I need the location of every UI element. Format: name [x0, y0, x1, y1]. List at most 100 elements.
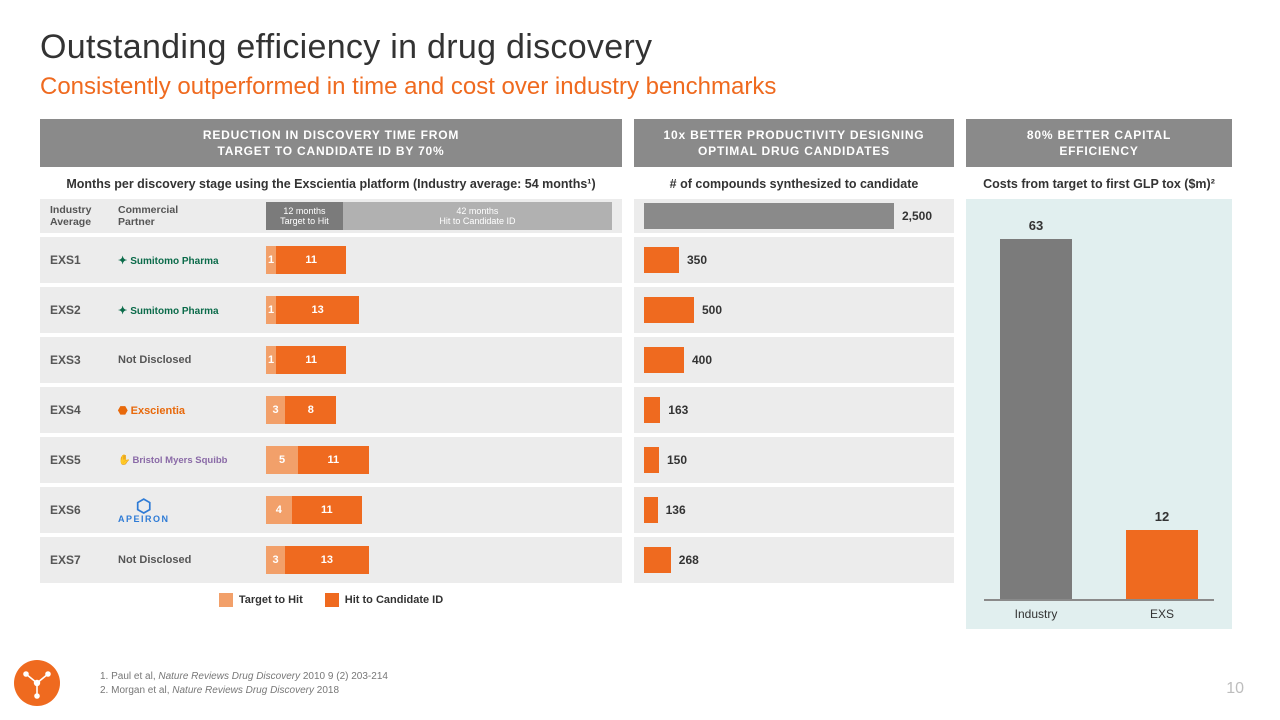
seg-hit-to-candidate: 8 [285, 396, 336, 424]
mid-industry-row: 2,500 [634, 199, 954, 233]
mid-value: 500 [702, 303, 722, 317]
right-bar-label: EXS [1118, 607, 1206, 621]
legend-label-target-to-hit: Target to Hit [239, 594, 303, 606]
corner-logo-icon [14, 660, 60, 706]
right-bar-group: 12 [1118, 509, 1206, 599]
footnote: 2. Morgan et al, Nature Reviews Drug Dis… [100, 684, 388, 698]
seg-hit-to-candidate: 11 [298, 446, 368, 474]
mid-industry-value: 2,500 [902, 209, 932, 223]
panel-left-header: REDUCTION IN DISCOVERY TIME FROMTARGET T… [40, 119, 622, 167]
footnote: 1. Paul et al, Nature Reviews Drug Disco… [100, 670, 388, 684]
seg-target-to-hit: 3 [266, 546, 285, 574]
seg-target-to-hit: 1 [266, 246, 276, 274]
panel-right-header: 80% BETTER CAPITALEFFICIENCY [966, 119, 1232, 167]
seg-target-to-hit: 1 [266, 296, 276, 324]
right-bar-label: Industry [992, 607, 1080, 621]
mid-value: 136 [666, 503, 686, 517]
slide-subtitle: Consistently outperformed in time and co… [40, 73, 1240, 101]
row-stacked-bar: 1 11 [266, 237, 622, 283]
row-id: EXS1 [40, 253, 118, 267]
panel-right-sub: Costs from target to first GLP tox ($m)² [966, 167, 1232, 199]
row-id: EXS5 [40, 453, 118, 467]
legend-swatch-hit-to-candidate [325, 593, 339, 607]
mid-bar [644, 397, 660, 423]
mid-value: 400 [692, 353, 712, 367]
row-partner: Not Disclosed [118, 554, 266, 566]
partner-logo-apeiron: ⬡APEIRON [118, 497, 170, 524]
row-id: EXS2 [40, 303, 118, 317]
right-bar-group: 63 [992, 218, 1080, 599]
row-partner: ⬡APEIRON [118, 497, 266, 524]
mid-industry-bar [644, 203, 894, 229]
mid-bar [644, 447, 659, 473]
right-chart-labels: Industry EXS [984, 607, 1214, 621]
right-chart: 63 12 [984, 211, 1214, 601]
panel-capital-efficiency: 80% BETTER CAPITALEFFICIENCY Costs from … [966, 119, 1232, 629]
left-row: EXS6 ⬡APEIRON 4 11 [40, 487, 622, 533]
row-stacked-bar: 1 13 [266, 287, 622, 333]
row-partner: Sumitomo Pharma [118, 254, 266, 267]
mid-bar [644, 247, 679, 273]
panels-container: REDUCTION IN DISCOVERY TIME FROMTARGET T… [40, 119, 1240, 629]
mid-bar [644, 547, 671, 573]
page-number: 10 [1226, 680, 1244, 698]
mid-row: 150 [634, 437, 954, 483]
right-bar [1000, 239, 1072, 599]
col-header-id: IndustryAverage [40, 204, 118, 228]
partner-text: Not Disclosed [118, 554, 191, 566]
row-id: EXS3 [40, 353, 118, 367]
mid-value: 268 [679, 553, 699, 567]
mid-value: 350 [687, 253, 707, 267]
left-row: EXS1 Sumitomo Pharma 1 11 [40, 237, 622, 283]
mid-row: 163 [634, 387, 954, 433]
partner-text: Not Disclosed [118, 354, 191, 366]
left-legend: Target to Hit Hit to Candidate ID [40, 593, 622, 607]
row-stacked-bar: 3 13 [266, 537, 622, 583]
mid-row: 400 [634, 337, 954, 383]
row-stacked-bar: 5 11 [266, 437, 622, 483]
right-bar-value: 12 [1155, 509, 1169, 524]
panel-compounds: 10x BETTER PRODUCTIVITY DESIGNINGOPTIMAL… [634, 119, 954, 629]
seg-target-to-hit: 1 [266, 346, 276, 374]
seg-target-to-hit: 5 [266, 446, 298, 474]
panel-mid-sub: # of compounds synthesized to candidate [634, 167, 954, 199]
row-partner: Bristol Myers Squibb [118, 455, 266, 466]
legend-swatch-target-to-hit [219, 593, 233, 607]
panel-left-sub: Months per discovery stage using the Exs… [40, 167, 622, 199]
seg-hit-to-candidate: 11 [292, 496, 362, 524]
mid-bar [644, 497, 658, 523]
seg-target-to-hit: 3 [266, 396, 285, 424]
row-id: EXS4 [40, 403, 118, 417]
seg-target-to-hit: 4 [266, 496, 292, 524]
mid-value: 150 [667, 453, 687, 467]
panel-mid-header: 10x BETTER PRODUCTIVITY DESIGNINGOPTIMAL… [634, 119, 954, 167]
left-row: EXS3 Not Disclosed 1 11 [40, 337, 622, 383]
mid-row: 268 [634, 537, 954, 583]
seg-hit-to-candidate: 11 [276, 346, 346, 374]
panel-discovery-time: REDUCTION IN DISCOVERY TIME FROMTARGET T… [40, 119, 622, 629]
mid-bar [644, 297, 694, 323]
seg-hit-to-candidate: 13 [276, 296, 359, 324]
legend-label-hit-to-candidate: Hit to Candidate ID [345, 594, 443, 606]
left-row: EXS2 Sumitomo Pharma 1 13 [40, 287, 622, 333]
slide-title: Outstanding efficiency in drug discovery [40, 28, 1240, 67]
col-header-partner: CommercialPartner [118, 204, 266, 228]
mid-row: 350 [634, 237, 954, 283]
row-stacked-bar: 1 11 [266, 337, 622, 383]
right-bar [1126, 530, 1198, 599]
footnotes: 1. Paul et al, Nature Reviews Drug Disco… [100, 670, 388, 698]
partner-logo-sumitomo: Sumitomo Pharma [118, 304, 219, 317]
partner-logo-bms: Bristol Myers Squibb [118, 455, 227, 466]
row-partner: Exscientia [118, 404, 266, 417]
row-stacked-bar: 3 8 [266, 387, 622, 433]
left-row: EXS5 Bristol Myers Squibb 5 11 [40, 437, 622, 483]
partner-logo-exscientia: Exscientia [118, 404, 185, 417]
mid-bar [644, 347, 684, 373]
industry-average-bar: 12 monthsTarget to Hit 42 monthsHit to C… [266, 199, 622, 233]
row-id: EXS7 [40, 553, 118, 567]
left-row: EXS4 Exscientia 3 8 [40, 387, 622, 433]
partner-logo-sumitomo: Sumitomo Pharma [118, 254, 219, 267]
mid-row: 136 [634, 487, 954, 533]
mid-value: 163 [668, 403, 688, 417]
left-row: EXS7 Not Disclosed 3 13 [40, 537, 622, 583]
